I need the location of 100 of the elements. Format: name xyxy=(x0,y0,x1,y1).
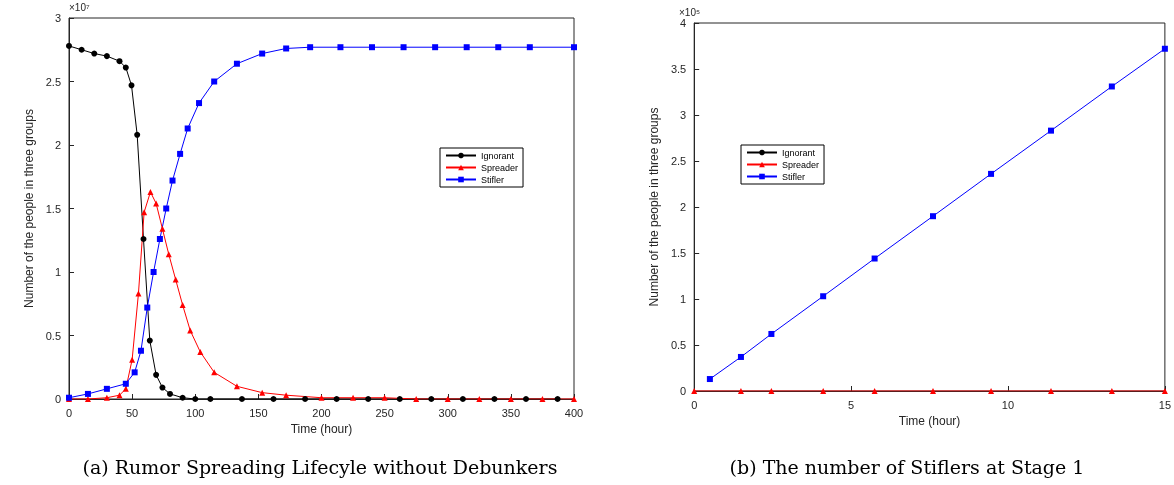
point xyxy=(400,44,407,51)
y-tick-label: 2.5 xyxy=(670,155,687,167)
point xyxy=(103,385,110,392)
y-axis-title: Number of the people in three groups xyxy=(21,109,36,308)
point xyxy=(988,388,995,394)
point xyxy=(122,385,129,392)
point xyxy=(140,235,147,242)
text: (a) Rumor Spreading Lifecyle without Debunkers xyxy=(82,455,558,478)
point xyxy=(91,50,98,57)
point xyxy=(929,213,936,220)
point xyxy=(177,150,184,157)
point xyxy=(495,44,502,51)
point xyxy=(428,396,435,402)
y-tick-label: 0.5 xyxy=(45,329,61,342)
point xyxy=(211,78,218,85)
point xyxy=(159,225,166,232)
legend-label: Ignorant xyxy=(782,147,816,158)
point xyxy=(871,388,878,394)
y-tick-label: 0.5 xyxy=(670,339,687,351)
point xyxy=(116,392,123,399)
point xyxy=(116,58,123,65)
point xyxy=(768,388,775,394)
x-tick-label: 100 xyxy=(186,406,205,419)
point xyxy=(167,390,173,397)
point xyxy=(196,100,203,107)
point xyxy=(131,369,138,376)
point xyxy=(78,46,85,53)
x-tick-label: 200 xyxy=(312,406,331,419)
legend-label: Spreader xyxy=(481,162,519,173)
point xyxy=(179,394,186,401)
x-tick-label: 250 xyxy=(375,406,394,419)
x-tick-label: 0 xyxy=(691,398,698,411)
point xyxy=(539,396,546,402)
point xyxy=(350,394,357,401)
y-tick-label: 3 xyxy=(54,12,61,24)
point xyxy=(507,396,514,402)
point xyxy=(169,177,176,184)
point xyxy=(491,396,498,402)
point xyxy=(144,304,151,311)
x-tick-label: 300 xyxy=(438,406,457,419)
x-tick-label: 0 xyxy=(65,406,73,419)
x-tick-label: 50 xyxy=(126,406,139,419)
y-tick-label: 1.5 xyxy=(670,247,687,259)
legend-label: Ignorant xyxy=(481,150,515,161)
y-tick-label: 2.5 xyxy=(45,75,61,88)
legend-label: Spreader xyxy=(782,159,820,170)
point xyxy=(233,383,240,390)
y-tick-label: 4 xyxy=(680,17,687,29)
point xyxy=(365,396,372,402)
point xyxy=(137,347,144,354)
point xyxy=(129,356,136,363)
x-tick-label: 15 xyxy=(1158,398,1172,411)
point xyxy=(128,82,135,89)
point xyxy=(233,60,240,67)
point xyxy=(988,170,995,177)
point xyxy=(463,44,470,51)
x-tick-label: 150 xyxy=(249,406,268,419)
point xyxy=(197,349,204,356)
point xyxy=(147,188,154,195)
point xyxy=(122,64,129,71)
point xyxy=(1108,388,1115,394)
point xyxy=(283,392,290,399)
point xyxy=(283,45,290,52)
y-tick-label: 2 xyxy=(54,139,61,151)
x-tick-label: 400 xyxy=(564,406,584,419)
point xyxy=(172,276,179,283)
text: ×10⁷ xyxy=(69,1,90,13)
y-tick-label: 3.5 xyxy=(670,63,687,75)
x-axis-title: Time (hour) xyxy=(898,413,961,428)
point xyxy=(156,235,163,242)
y-tick-label: 1 xyxy=(680,293,687,305)
text: ×10⁵ xyxy=(679,6,701,18)
point xyxy=(259,389,266,396)
point xyxy=(122,380,129,387)
point xyxy=(103,394,110,401)
point xyxy=(153,371,160,378)
point xyxy=(1047,127,1054,134)
text: (b) The number of Stiflers at Stage 1 xyxy=(729,455,1085,478)
y-tick-label: 3 xyxy=(680,109,687,121)
point xyxy=(523,396,530,402)
point xyxy=(207,396,214,402)
point xyxy=(66,42,72,49)
point xyxy=(150,269,157,275)
point xyxy=(768,330,775,337)
x-tick-label: 350 xyxy=(501,406,521,419)
point xyxy=(307,44,314,51)
point xyxy=(184,125,191,132)
point xyxy=(929,388,936,394)
point xyxy=(459,396,466,402)
point xyxy=(146,337,153,344)
point xyxy=(103,53,110,60)
point xyxy=(159,384,166,391)
point xyxy=(369,44,375,51)
point xyxy=(1108,83,1115,90)
y-tick-label: 0 xyxy=(680,385,687,397)
point xyxy=(706,376,713,383)
point xyxy=(444,396,451,402)
legend-label: Stifler xyxy=(481,174,505,185)
point xyxy=(476,396,483,402)
point xyxy=(134,131,141,138)
